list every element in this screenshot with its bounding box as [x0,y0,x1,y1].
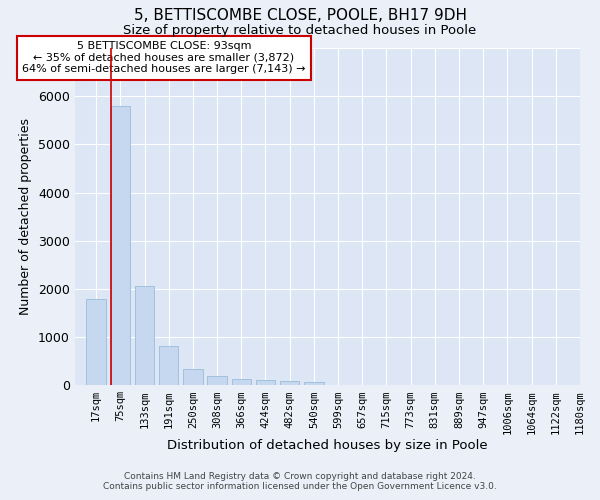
Bar [280,382,299,386]
Bar [232,380,251,386]
Text: Size of property relative to detached houses in Poole: Size of property relative to detached ho… [124,24,476,37]
Text: 5, BETTISCOMBE CLOSE, POOLE, BH17 9DH: 5, BETTISCOMBE CLOSE, POOLE, BH17 9DH [133,8,467,22]
Bar [135,286,154,386]
Bar [208,376,227,386]
Y-axis label: Number of detached properties: Number of detached properties [19,118,32,315]
X-axis label: Distribution of detached houses by size in Poole: Distribution of detached houses by size … [167,440,488,452]
Bar [110,106,130,386]
Bar [86,299,106,386]
Bar [159,346,178,386]
Bar [183,369,203,386]
Text: Contains HM Land Registry data © Crown copyright and database right 2024.
Contai: Contains HM Land Registry data © Crown c… [103,472,497,491]
Text: 5 BETTISCOMBE CLOSE: 93sqm
← 35% of detached houses are smaller (3,872)
64% of s: 5 BETTISCOMBE CLOSE: 93sqm ← 35% of deta… [22,41,305,74]
Bar [256,380,275,386]
Bar [304,382,323,386]
